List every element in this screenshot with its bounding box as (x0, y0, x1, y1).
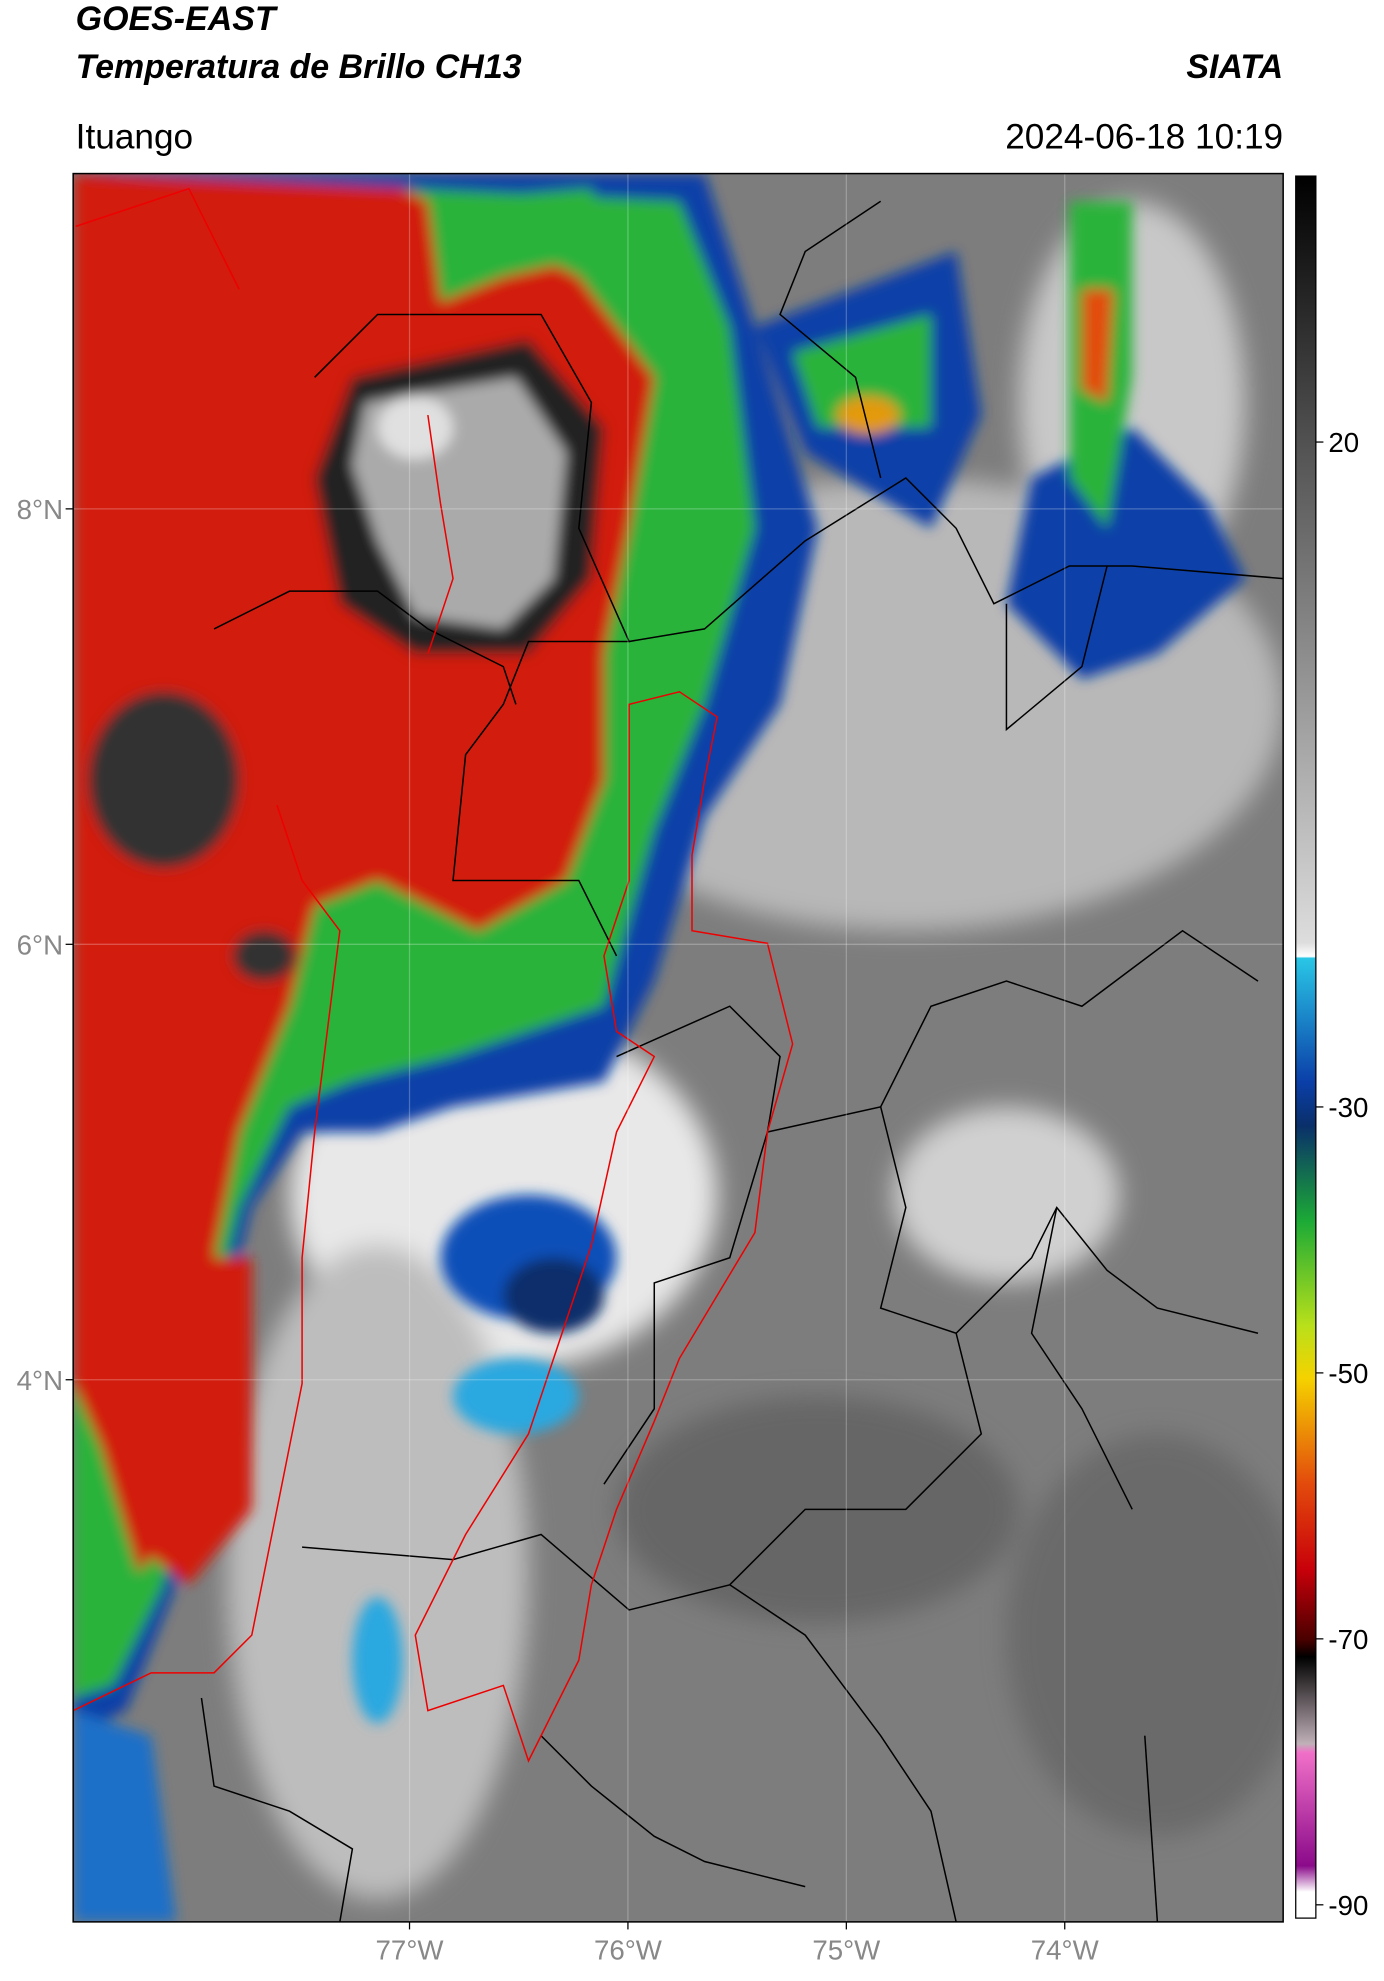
colorbar-tick-label: -70 (1328, 1624, 1368, 1655)
title: GOES-EAST (76, 0, 279, 38)
colorbar-tick-label: -90 (1328, 1890, 1368, 1921)
colorbar (1295, 175, 1317, 1919)
x-tick-label: 74°W (1031, 1935, 1100, 1966)
y-tick-label: 6°N (17, 929, 63, 960)
satellite-image (73, 173, 1284, 1922)
red-boundaries (73, 187, 794, 1763)
colorbar-tick-label: 20 (1328, 427, 1359, 458)
map-frame (72, 172, 1284, 1923)
y-tick-label: 4°N (17, 1365, 63, 1396)
colorbar-tick-label: -30 (1328, 1092, 1368, 1123)
source: SIATA (1186, 48, 1283, 86)
subtitle: Temperatura de Brillo CH13 (76, 48, 522, 86)
y-tick-label: 8°N (17, 494, 63, 525)
x-tick-label: 77°W (376, 1935, 445, 1966)
colorbar-tick-label: -50 (1328, 1358, 1368, 1389)
admin-boundaries (200, 200, 1284, 1922)
x-tick-label: 76°W (594, 1935, 663, 1966)
graticule (73, 173, 1284, 1922)
timestamp: 2024-06-18 10:19 (1005, 117, 1283, 156)
location: Ituango (76, 117, 193, 156)
x-tick-label: 75°W (812, 1935, 881, 1966)
